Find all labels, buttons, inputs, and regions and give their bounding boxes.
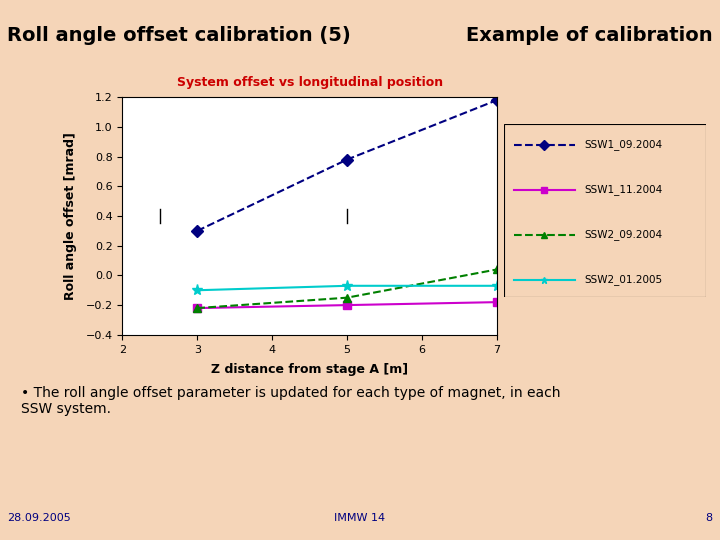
SSW2_09.2004 bbox=[492, 266, 501, 273]
SSW1_11.2004 bbox=[193, 305, 202, 311]
Text: Roll angle offset calibration (5): Roll angle offset calibration (5) bbox=[7, 25, 351, 45]
SSW2_09.2004 bbox=[343, 294, 351, 301]
SSW1_09.2004 bbox=[343, 157, 351, 163]
X-axis label: Z distance from stage A [m]: Z distance from stage A [m] bbox=[211, 363, 408, 376]
Text: SSW2_09.2004: SSW2_09.2004 bbox=[585, 230, 663, 240]
SSW1_09.2004 bbox=[193, 227, 202, 234]
Line: SSW2_09.2004: SSW2_09.2004 bbox=[193, 265, 501, 312]
Text: Example of calibration: Example of calibration bbox=[466, 25, 713, 45]
SSW2_01.2005 bbox=[492, 282, 501, 289]
Text: • The roll angle offset parameter is updated for each type of magnet, in each
SS: • The roll angle offset parameter is upd… bbox=[22, 386, 561, 416]
SSW2_09.2004 bbox=[193, 305, 202, 311]
SSW1_09.2004 bbox=[492, 97, 501, 103]
Line: SSW1_09.2004: SSW1_09.2004 bbox=[193, 96, 501, 235]
Line: SSW2_01.2005: SSW2_01.2005 bbox=[192, 280, 503, 296]
Line: SSW1_11.2004: SSW1_11.2004 bbox=[193, 298, 501, 312]
Text: SSW2_01.2005: SSW2_01.2005 bbox=[585, 274, 663, 285]
SSW2_01.2005 bbox=[343, 282, 351, 289]
Text: SSW1_09.2004: SSW1_09.2004 bbox=[585, 139, 663, 150]
SSW1_11.2004 bbox=[343, 302, 351, 308]
SSW1_11.2004 bbox=[492, 299, 501, 305]
Text: IMMW 14: IMMW 14 bbox=[334, 514, 386, 523]
Y-axis label: Roll angle offset [mrad]: Roll angle offset [mrad] bbox=[64, 132, 77, 300]
Text: SSW1_11.2004: SSW1_11.2004 bbox=[585, 185, 663, 195]
Text: 28.09.2005: 28.09.2005 bbox=[7, 514, 71, 523]
Text: 8: 8 bbox=[706, 514, 713, 523]
Title: System offset vs longitudinal position: System offset vs longitudinal position bbox=[176, 76, 443, 89]
SSW2_01.2005 bbox=[193, 287, 202, 293]
